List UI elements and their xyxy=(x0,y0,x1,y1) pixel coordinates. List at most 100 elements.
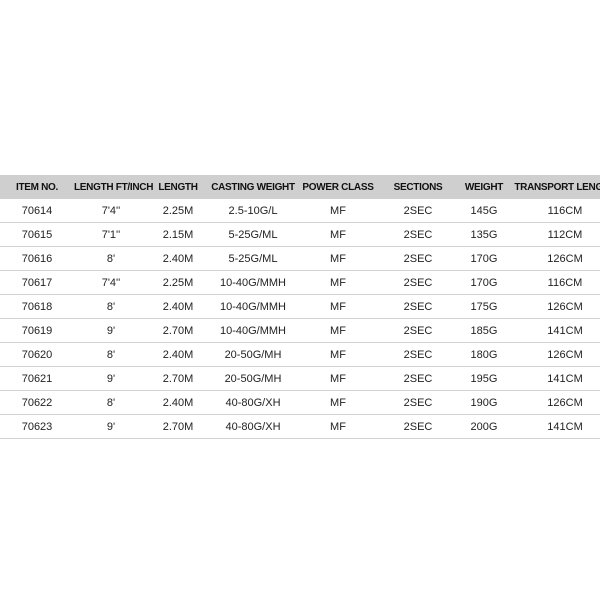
table-cell: 2.25M xyxy=(148,199,208,223)
table-cell: 7'4'' xyxy=(74,270,148,295)
table-body: 70614 7'4'' 2.25M 2.5-10G/L MF 2SEC 145G 116CM 7… xyxy=(0,199,600,439)
table-cell: 2SEC xyxy=(378,270,458,295)
table-cell: 2SEC xyxy=(378,246,458,271)
table-cell: 8' xyxy=(74,390,148,415)
table-cell: 10-40G/MMH xyxy=(208,270,298,295)
table-cell: 141CM xyxy=(510,414,600,439)
table-cell: 70615 xyxy=(0,222,74,247)
table-cell: 70622 xyxy=(0,390,74,415)
table-cell: 185G xyxy=(458,318,510,343)
table-cell: 2.25M xyxy=(148,270,208,295)
table-cell: MF xyxy=(298,270,378,295)
table-cell: 195G xyxy=(458,366,510,391)
table-row: 70621 9' 2.70M 20-50G/MH MF 2SEC 195G 141CM xyxy=(0,366,600,391)
header-cell: POWER CLASS xyxy=(298,175,378,199)
table-cell: 180G xyxy=(458,342,510,367)
table-cell: 135G xyxy=(458,222,510,247)
table-cell: MF xyxy=(298,366,378,391)
table-cell: 2SEC xyxy=(378,390,458,415)
table-cell: 2.5-10G/L xyxy=(208,199,298,223)
table-row: 70623 9' 2.70M 40-80G/XH MF 2SEC 200G 141CM xyxy=(0,414,600,439)
table-cell: 112CM xyxy=(510,222,600,247)
table-cell: 141CM xyxy=(510,366,600,391)
table-cell: 126CM xyxy=(510,342,600,367)
table-cell: MF xyxy=(298,222,378,247)
table-cell: 10-40G/MMH xyxy=(208,318,298,343)
table-cell: 145G xyxy=(458,199,510,223)
table-cell: 40-80G/XH xyxy=(208,414,298,439)
table-cell: 126CM xyxy=(510,390,600,415)
table-cell: 70619 xyxy=(0,318,74,343)
table-row: 70616 8' 2.40M 5-25G/ML MF 2SEC 170G 126CM xyxy=(0,246,600,271)
table-cell: 70616 xyxy=(0,246,74,271)
table-cell: 2.70M xyxy=(148,318,208,343)
table-row: 70617 7'4'' 2.25M 10-40G/MMH MF 2SEC 170G 116CM xyxy=(0,270,600,295)
header-cell: CASTING WEIGHT xyxy=(208,175,298,199)
table-cell: 7'1'' xyxy=(74,222,148,247)
header-cell: ITEM NO. xyxy=(0,175,74,199)
table-cell: 175G xyxy=(458,294,510,319)
table-cell: 2SEC xyxy=(378,199,458,223)
table-cell: 126CM xyxy=(510,246,600,271)
table-cell: 10-40G/MMH xyxy=(208,294,298,319)
table-cell: MF xyxy=(298,318,378,343)
table-cell: 200G xyxy=(458,414,510,439)
table-cell: 2.40M xyxy=(148,342,208,367)
header-cell: SECTIONS xyxy=(378,175,458,199)
table-cell: 2SEC xyxy=(378,414,458,439)
table-cell: 141CM xyxy=(510,318,600,343)
table-cell: MF xyxy=(298,246,378,271)
table-row: 70618 8' 2.40M 10-40G/MMH MF 2SEC 175G 126CM xyxy=(0,294,600,319)
table-cell: 9' xyxy=(74,366,148,391)
table-cell: 2SEC xyxy=(378,342,458,367)
table-cell: MF xyxy=(298,414,378,439)
table-cell: 9' xyxy=(74,414,148,439)
header-cell: LENGTH xyxy=(148,175,208,199)
table-row: 70622 8' 2.40M 40-80G/XH MF 2SEC 190G 126CM xyxy=(0,390,600,415)
table-row: 70615 7'1'' 2.15M 5-25G/ML MF 2SEC 135G 112CM xyxy=(0,222,600,247)
table-cell: 40-80G/XH xyxy=(208,390,298,415)
table-row: 70619 9' 2.70M 10-40G/MMH MF 2SEC 185G 141CM xyxy=(0,318,600,343)
table-cell: 7'4'' xyxy=(74,199,148,223)
table-cell: 2.40M xyxy=(148,390,208,415)
table-cell: 2SEC xyxy=(378,366,458,391)
table-cell: 8' xyxy=(74,342,148,367)
table-cell: 170G xyxy=(458,246,510,271)
table-cell: 70623 xyxy=(0,414,74,439)
table-cell: 2.15M xyxy=(148,222,208,247)
table-cell: MF xyxy=(298,342,378,367)
header-cell: TRANSPORT LENGTH xyxy=(510,175,600,199)
table-cell: 2.70M xyxy=(148,414,208,439)
table-cell: 190G xyxy=(458,390,510,415)
table-cell: 70618 xyxy=(0,294,74,319)
table-cell: 2SEC xyxy=(378,294,458,319)
table-cell: 8' xyxy=(74,294,148,319)
table-cell: 9' xyxy=(74,318,148,343)
header-cell: WEIGHT xyxy=(458,175,510,199)
spec-table: ITEM NO. LENGTH FT/INCH LENGTH CASTING WEIG… xyxy=(0,175,600,439)
table-cell: 170G xyxy=(458,270,510,295)
table-cell: 70621 xyxy=(0,366,74,391)
table-cell: MF xyxy=(298,199,378,223)
table-cell: 116CM xyxy=(510,199,600,223)
table-cell: 2SEC xyxy=(378,318,458,343)
table-cell: 70617 xyxy=(0,270,74,295)
table-cell: 2SEC xyxy=(378,222,458,247)
table-row: 70620 8' 2.40M 20-50G/MH MF 2SEC 180G 126CM xyxy=(0,342,600,367)
header-cell: LENGTH FT/INCH xyxy=(74,175,153,199)
table-cell: 126CM xyxy=(510,294,600,319)
table-cell: 2.70M xyxy=(148,366,208,391)
table-cell: 5-25G/ML xyxy=(208,246,298,271)
table-cell: 2.40M xyxy=(148,294,208,319)
table-row: 70614 7'4'' 2.25M 2.5-10G/L MF 2SEC 145G 116CM xyxy=(0,199,600,223)
table-cell: 5-25G/ML xyxy=(208,222,298,247)
table-cell: 2.40M xyxy=(148,246,208,271)
table-cell: 20-50G/MH xyxy=(208,366,298,391)
table-cell: 70614 xyxy=(0,199,74,223)
table-cell: MF xyxy=(298,294,378,319)
header-row: ITEM NO. LENGTH FT/INCH LENGTH CASTING WEIG… xyxy=(0,175,600,199)
table-cell: 8' xyxy=(74,246,148,271)
table-cell: MF xyxy=(298,390,378,415)
table-cell: 20-50G/MH xyxy=(208,342,298,367)
